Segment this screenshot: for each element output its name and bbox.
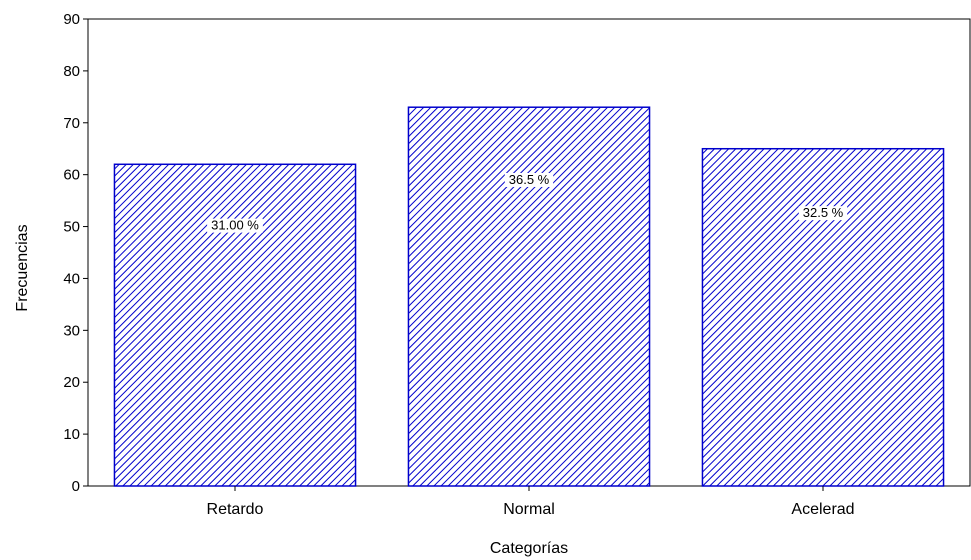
bar-retardo <box>113 163 357 487</box>
data-label-background <box>798 206 848 221</box>
data-label-background <box>207 218 263 233</box>
y-tick-label: 0 <box>72 478 80 495</box>
y-tick-label: 20 <box>63 374 80 391</box>
y-tick-label: 40 <box>63 270 80 287</box>
y-tick-label: 90 <box>63 11 80 28</box>
y-axis: 0 10 20 30 40 50 60 70 80 90 <box>63 11 88 495</box>
bar-normal <box>407 106 651 487</box>
bar-acelerad <box>701 147 945 487</box>
y-axis-title: Frecuencias <box>14 224 31 311</box>
bars-group: 31.00 % 36.5 % 32.5 % <box>113 106 945 487</box>
x-tick-label: Acelerad <box>791 501 854 518</box>
data-label: 36.5 % <box>509 172 550 187</box>
y-tick-label: 70 <box>63 115 80 132</box>
x-tick-label: Retardo <box>207 501 264 518</box>
y-tick-label: 60 <box>63 167 80 184</box>
y-tick-label: 30 <box>63 322 80 339</box>
data-label-background <box>504 172 554 187</box>
y-tick-label: 80 <box>63 63 80 80</box>
data-label: 31.00 % <box>211 218 259 233</box>
y-tick-label: 10 <box>63 426 80 443</box>
x-tick-label: Normal <box>503 501 555 518</box>
y-tick-label: 50 <box>63 219 80 236</box>
data-label: 32.5 % <box>803 205 844 220</box>
x-axis: Retardo Normal Acelerad <box>207 486 855 518</box>
x-axis-title: Categorías <box>490 540 568 557</box>
